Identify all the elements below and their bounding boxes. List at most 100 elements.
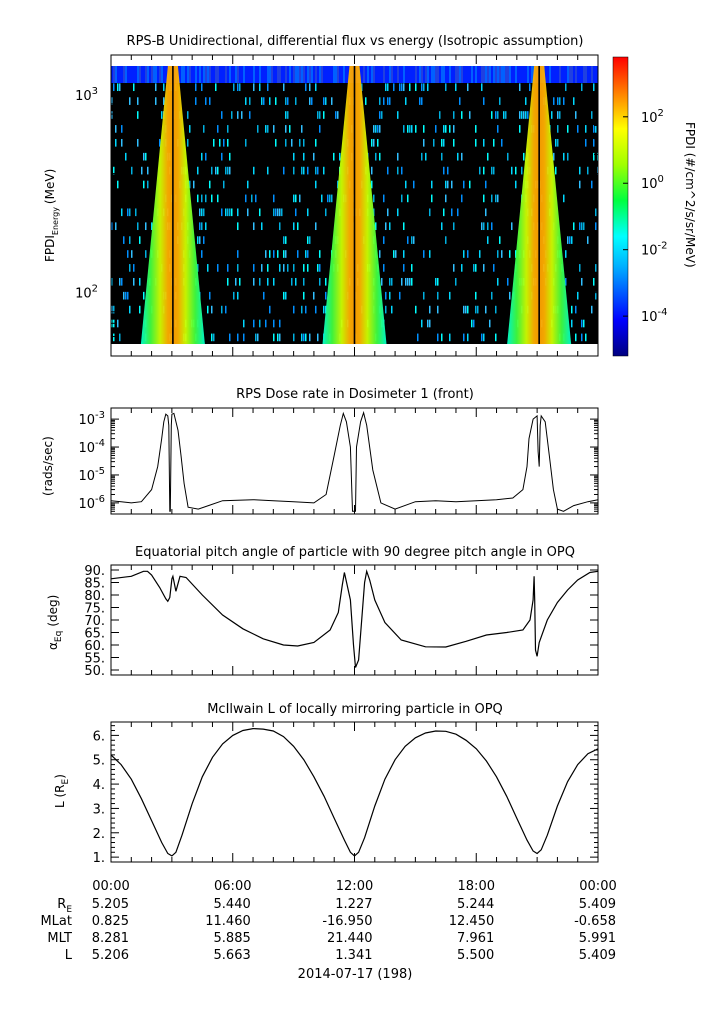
flux-top-strip-cell (201, 66, 203, 83)
flux-noise-cell (143, 291, 145, 300)
flux-top-strip-cell (439, 66, 441, 83)
flux-noise-cell (407, 277, 409, 286)
flux-top-strip-cell (373, 66, 375, 83)
flux-noise-cell (217, 264, 219, 272)
pitch-angle-ytick-label: 50. (84, 664, 105, 679)
flux-noise-cell (327, 194, 329, 203)
flux-noise-cell (581, 277, 583, 286)
flux-top-strip-cell (501, 66, 503, 83)
flux-noise-cell (361, 83, 363, 92)
flux-noise-cell (297, 250, 299, 258)
flux-top-strip-cell (419, 66, 421, 83)
flux-noise-cell (195, 97, 197, 105)
flux-noise-cell (137, 138, 139, 147)
flux-top-strip-cell (469, 66, 471, 83)
flux-noise-cell (565, 277, 567, 286)
flux-top-strip-cell (343, 66, 345, 83)
flux-noise-cell (283, 166, 285, 175)
flux-top-strip-cell (513, 66, 515, 83)
flux-noise-cell (253, 277, 255, 286)
flux-top-strip-cell (271, 66, 273, 83)
flux-top-strip-cell (571, 66, 573, 83)
flux-noise-cell (385, 83, 387, 92)
flux-noise-cell (225, 208, 227, 217)
flux-noise-cell (213, 138, 215, 147)
flux-noise-cell (509, 250, 511, 258)
flux-top-strip-cell (221, 66, 223, 83)
flux-noise-cell (397, 111, 399, 119)
flux-noise-cell (257, 333, 259, 342)
flux-noise-cell (575, 111, 577, 119)
flux-noise-cell (199, 222, 201, 231)
flux-noise-cell (211, 305, 213, 314)
flux-noise-cell (447, 166, 449, 175)
pitch-angle-axes: 50.55.60.65.70.75.80.85.90. (84, 564, 599, 679)
flux-noise-cell (283, 291, 285, 300)
flux-noise-cell (279, 319, 281, 328)
flux-noise-cell (463, 180, 465, 189)
flux-top-strip-cell (493, 66, 495, 83)
flux-noise-cell (303, 166, 305, 175)
flux-noise-cell (459, 97, 461, 105)
flux-noise-cell (397, 152, 399, 161)
flux-noise-cell (313, 152, 315, 161)
flux-noise-cell (269, 250, 271, 258)
flux-top-strip-cell (335, 66, 337, 83)
flux-noise-cell (415, 125, 417, 133)
flux-noise-cell (119, 333, 121, 342)
flux-noise-cell (503, 111, 505, 119)
flux-noise-cell (205, 152, 207, 161)
flux-noise-cell (467, 83, 469, 92)
spectrogram-title: RPS-B Unidirectional, differential flux … (127, 34, 584, 49)
flux-noise-cell (287, 264, 289, 272)
flux-top-strip-cell (223, 66, 225, 83)
flux-noise-cell (471, 319, 473, 328)
pitch-angle-panel: Equatorial pitch angle of particle with … (46, 545, 599, 679)
flux-noise-cell (299, 138, 301, 147)
flux-noise-cell (411, 277, 413, 286)
flux-top-strip-cell (553, 66, 555, 83)
flux-top-strip-cell (151, 66, 153, 83)
flux-noise-cell (573, 97, 575, 105)
flux-noise-cell (475, 125, 477, 133)
flux-noise-cell (267, 125, 269, 133)
flux-noise-cell (275, 97, 277, 105)
flux-top-strip-cell (131, 66, 133, 83)
flux-noise-cell (323, 111, 325, 119)
flux-top-strip-cell (577, 66, 579, 83)
flux-noise-cell (231, 111, 233, 119)
flux-noise-cell (119, 83, 121, 92)
dose-rate-ylabel: (rads/sec) (41, 436, 55, 496)
flux-noise-cell (449, 291, 451, 300)
flux-noise-cell (405, 97, 407, 105)
flux-noise-cell (495, 111, 497, 119)
flux-noise-cell (263, 97, 265, 105)
flux-noise-cell (399, 291, 401, 300)
flux-top-strip-cell (309, 66, 311, 83)
flux-noise-cell (501, 250, 503, 258)
flux-noise-cell (437, 305, 439, 314)
belt-core-gap (353, 66, 356, 344)
flux-noise-cell (323, 305, 325, 314)
flux-noise-cell (595, 291, 597, 300)
flux-top-strip-cell (567, 66, 569, 83)
flux-noise-cell (575, 333, 577, 342)
flux-noise-cell (479, 166, 481, 175)
dose-rate-axes: 10-3 10-4 10-5 10-6 (78, 408, 599, 515)
flux-noise-cell (373, 208, 375, 217)
flux-noise-cell (491, 166, 493, 175)
flux-top-strip-cell (449, 66, 451, 83)
spectrogram-panel: RPS-B Unidirectional, differential flux … (43, 34, 697, 357)
flux-noise-cell (405, 180, 407, 189)
flux-noise-cell (213, 333, 215, 342)
flux-top-strip-cell (273, 66, 275, 83)
flux-noise-cell (577, 125, 579, 133)
flux-noise-cell (385, 222, 387, 231)
flux-noise-cell (187, 138, 189, 147)
flux-noise-cell (565, 83, 567, 92)
flux-top-strip-cell (119, 66, 121, 83)
flux-noise-cell (475, 291, 477, 300)
flux-top-strip-cell (371, 66, 373, 83)
flux-noise-cell (205, 194, 207, 203)
flux-top-strip-cell (315, 66, 317, 83)
